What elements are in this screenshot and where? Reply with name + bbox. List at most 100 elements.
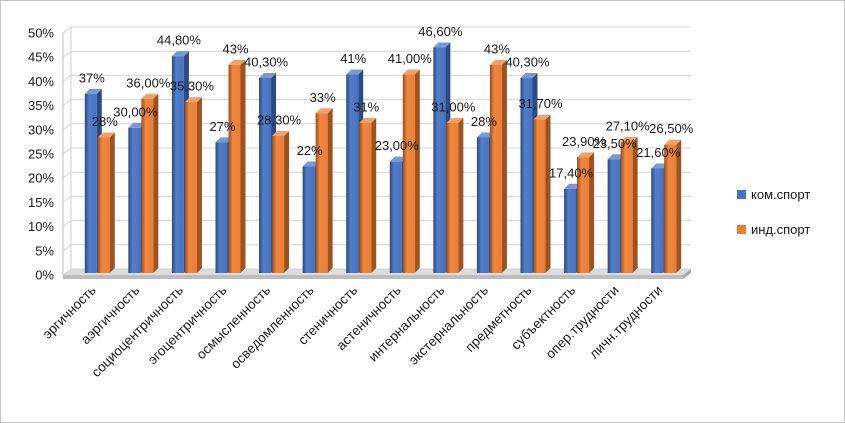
bar xyxy=(446,117,464,274)
bar-top-face xyxy=(215,137,233,143)
side-gridline xyxy=(62,99,72,106)
side-gridline xyxy=(62,220,72,228)
data-label: 28% xyxy=(92,114,118,129)
data-label: 17,40% xyxy=(549,165,594,180)
bar-front-face xyxy=(564,188,577,273)
side-gridline xyxy=(62,244,72,252)
data-label: 30,00% xyxy=(113,104,158,119)
bar xyxy=(97,132,115,273)
chart-floor-edge xyxy=(63,275,683,279)
bar-front-face xyxy=(171,56,184,273)
bar-top-face xyxy=(97,132,115,138)
data-label: 28,30% xyxy=(257,113,302,128)
bar-side-face xyxy=(240,59,246,273)
legend-swatch xyxy=(737,189,746,199)
bar-top-face xyxy=(228,59,246,65)
data-label: 41% xyxy=(340,51,366,66)
side-gridline xyxy=(62,147,72,155)
bar-top-face xyxy=(302,161,320,167)
data-label: 31,00% xyxy=(431,99,476,114)
bar-front-face xyxy=(128,127,141,273)
bar-front-face xyxy=(476,137,489,273)
bar xyxy=(184,97,202,273)
bar-top-face xyxy=(346,69,364,75)
bar-side-face xyxy=(284,131,290,273)
bar-top-face xyxy=(476,132,494,138)
bar-side-face xyxy=(414,69,420,273)
data-label: 31,70% xyxy=(518,96,563,111)
bar-top-face xyxy=(446,117,464,123)
bar-top-face xyxy=(171,51,189,57)
side-gridline xyxy=(62,171,72,179)
bar xyxy=(315,108,333,273)
y-tick-label: 15% xyxy=(28,195,54,210)
bar-side-face xyxy=(327,108,333,273)
bar-side-face xyxy=(589,152,595,273)
bar-front-face xyxy=(607,159,620,273)
bar-top-face xyxy=(359,117,377,123)
x-category-label: осмысленность xyxy=(193,283,273,363)
bar-front-face xyxy=(302,166,315,273)
bar-top-face xyxy=(141,93,159,99)
bar-side-face xyxy=(371,117,377,274)
bar-side-face xyxy=(109,132,115,273)
legend-swatch xyxy=(737,224,746,234)
bar-top-face xyxy=(184,97,202,103)
bar-front-face xyxy=(184,102,197,273)
chart-floor-side xyxy=(683,269,691,279)
bar-front-face xyxy=(228,64,241,273)
bar-side-face xyxy=(153,93,159,273)
bar-front-face xyxy=(489,64,502,273)
bar-top-face xyxy=(259,72,277,78)
y-tick-label: 30% xyxy=(28,122,54,137)
y-tick-label: 20% xyxy=(28,171,54,186)
bar xyxy=(359,117,377,274)
bar-front-face xyxy=(84,93,97,273)
bar-front-face xyxy=(141,98,154,273)
y-tick-label: 5% xyxy=(35,243,54,258)
legend-item-series-2: инд.спорт xyxy=(737,220,810,238)
bar-side-face xyxy=(501,59,507,273)
chart-floor xyxy=(63,269,691,275)
bar-top-face xyxy=(433,42,451,48)
bar xyxy=(141,93,159,273)
data-label: 28% xyxy=(471,114,497,129)
data-label: 23,90% xyxy=(562,134,607,149)
bar-top-face xyxy=(651,163,669,169)
data-label: 40,30% xyxy=(244,54,289,69)
bar-side-face xyxy=(545,114,551,274)
data-label: 36,00% xyxy=(126,75,171,90)
data-label: 27% xyxy=(209,119,235,134)
y-tick-label: 25% xyxy=(28,147,54,162)
bar-top-face xyxy=(84,88,102,94)
y-tick-label: 40% xyxy=(28,74,54,89)
bar-front-face xyxy=(664,144,677,273)
bar-front-face xyxy=(389,161,402,273)
legend-label: ком.спорт xyxy=(751,186,811,202)
bar-side-face xyxy=(196,97,202,273)
y-tick-label: 0% xyxy=(35,268,54,283)
data-label: 33% xyxy=(310,90,336,105)
bar-front-face xyxy=(533,119,546,274)
bar-top-face xyxy=(620,136,638,142)
bar-top-face xyxy=(128,122,146,128)
x-category-label: интернальность xyxy=(366,283,448,365)
bar-front-face xyxy=(577,157,590,273)
data-label: 46,60% xyxy=(418,24,463,39)
bar xyxy=(489,59,507,273)
bar-front-face xyxy=(259,77,272,273)
side-gridline xyxy=(62,268,72,276)
bar xyxy=(272,131,290,273)
bar-front-face xyxy=(620,141,633,273)
bar-top-face xyxy=(272,131,290,137)
x-category-label: экстернальность xyxy=(406,283,491,368)
side-gridline xyxy=(62,26,72,34)
bar-side-face xyxy=(458,117,464,274)
legend-item-series-1: ком.спорт xyxy=(737,185,810,203)
side-gridline xyxy=(62,195,72,203)
data-label: 37% xyxy=(79,70,105,85)
data-label: 23,50% xyxy=(593,136,638,151)
data-label: 35,30% xyxy=(170,79,215,94)
